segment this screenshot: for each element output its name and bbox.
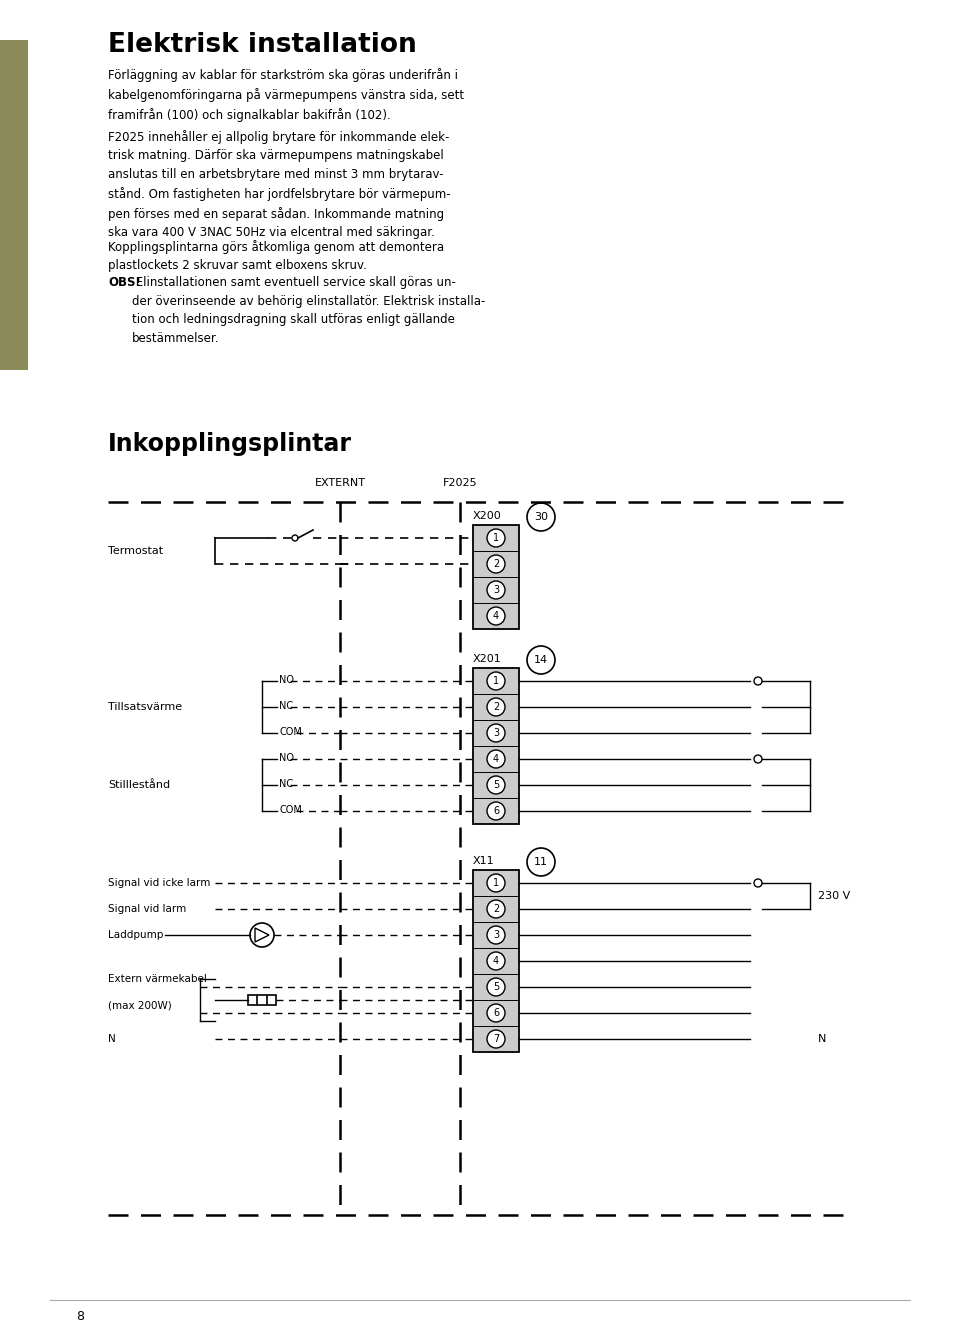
Text: 5: 5 [492,982,499,993]
Circle shape [487,750,505,768]
Circle shape [487,926,505,943]
Circle shape [487,581,505,598]
Circle shape [527,848,555,876]
Circle shape [487,978,505,997]
Text: 14: 14 [534,656,548,665]
Text: 3: 3 [492,729,499,738]
Text: 230 V: 230 V [818,890,851,901]
Text: Elektrisk installation: Elektrisk installation [108,32,417,58]
Text: COM: COM [279,805,301,815]
Text: X11: X11 [473,856,494,867]
Text: OBS!: OBS! [108,276,141,289]
Bar [473,667,519,824]
Circle shape [754,878,762,886]
Text: 8: 8 [76,1310,84,1323]
Text: 30: 30 [534,512,548,522]
Circle shape [754,755,762,763]
Bar [473,871,519,1052]
Circle shape [527,646,555,674]
Text: Signal vid larm: Signal vid larm [108,904,186,914]
Text: 3: 3 [492,585,499,594]
Bar [473,525,519,629]
Bar [0,40,28,370]
Text: F2025: F2025 [443,478,477,488]
Circle shape [487,529,505,547]
Text: Laddpump: Laddpump [108,930,163,940]
Text: 1: 1 [492,675,499,686]
Text: Kopplingsplintarna görs åtkomliga genom att demontera
plastlockets 2 skruvar sam: Kopplingsplintarna görs åtkomliga genom … [108,240,444,272]
Text: 2: 2 [492,904,499,914]
Circle shape [487,1030,505,1048]
Text: NC: NC [279,701,293,711]
Text: 2: 2 [492,559,499,569]
Text: F2025 innehåller ej allpolig brytare för inkommande elek-
trisk matning. Därför : F2025 innehåller ej allpolig brytare för… [108,130,450,239]
Text: 7: 7 [492,1034,499,1044]
Circle shape [250,924,274,947]
Text: 11: 11 [534,857,548,867]
Circle shape [487,951,505,970]
Text: N: N [108,1034,116,1044]
Text: X200: X200 [473,511,502,522]
Text: 1: 1 [492,878,499,888]
Text: 4: 4 [492,610,499,621]
Text: Extern värmekabel: Extern värmekabel [108,974,206,985]
Text: Elinstallationen samt eventuell service skall göras un-
der överinseende av behö: Elinstallationen samt eventuell service … [132,276,486,345]
Text: Tillsatsvärme: Tillsatsvärme [108,702,182,713]
Circle shape [487,555,505,573]
Circle shape [487,725,505,742]
Circle shape [487,671,505,690]
Text: 1: 1 [492,533,499,543]
Text: NC: NC [279,779,293,790]
Text: Stilllestånd: Stilllestånd [108,780,170,790]
Text: 5: 5 [492,780,499,790]
Circle shape [487,802,505,820]
Circle shape [487,606,505,625]
Text: (max 200W): (max 200W) [108,1001,172,1011]
Circle shape [292,535,298,541]
Text: 2: 2 [492,702,499,713]
Bar [248,995,276,1005]
Text: 4: 4 [492,955,499,966]
Circle shape [487,874,505,892]
Text: Förläggning av kablar för starkström ska göras underifrån i
kabelgenomföringarna: Förläggning av kablar för starkström ska… [108,68,464,122]
Text: Termostat: Termostat [108,545,163,556]
Text: Inkopplingsplintar: Inkopplingsplintar [108,433,352,456]
Circle shape [527,503,555,531]
Circle shape [487,900,505,918]
Circle shape [487,698,505,717]
Circle shape [487,1005,505,1022]
Text: X201: X201 [473,654,502,664]
Text: EXTERNT: EXTERNT [315,478,366,488]
Text: 6: 6 [492,1009,499,1018]
Text: NO: NO [279,752,294,763]
Text: 6: 6 [492,805,499,816]
Text: Signal vid icke larm: Signal vid icke larm [108,878,210,888]
Circle shape [487,776,505,794]
Text: COM: COM [279,727,301,736]
Text: NO: NO [279,675,294,685]
Circle shape [754,677,762,685]
Text: 4: 4 [492,754,499,764]
Text: N: N [818,1034,827,1044]
Text: 3: 3 [492,930,499,940]
